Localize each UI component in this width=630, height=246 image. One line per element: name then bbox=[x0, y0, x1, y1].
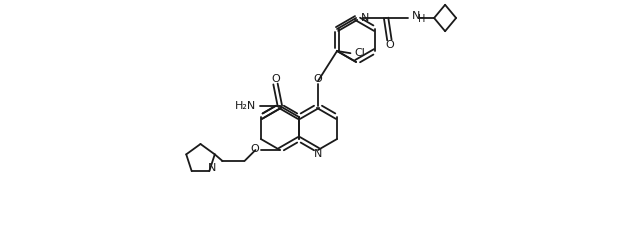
Text: O: O bbox=[314, 74, 323, 84]
Text: H: H bbox=[418, 14, 425, 24]
Text: N: N bbox=[208, 163, 216, 173]
Text: O: O bbox=[385, 40, 394, 50]
Text: O: O bbox=[251, 144, 260, 154]
Text: N: N bbox=[412, 11, 420, 21]
Text: N: N bbox=[314, 149, 322, 159]
Text: N: N bbox=[361, 13, 369, 23]
Text: H₂N: H₂N bbox=[235, 101, 256, 111]
Text: Cl: Cl bbox=[355, 48, 365, 58]
Text: O: O bbox=[271, 74, 280, 84]
